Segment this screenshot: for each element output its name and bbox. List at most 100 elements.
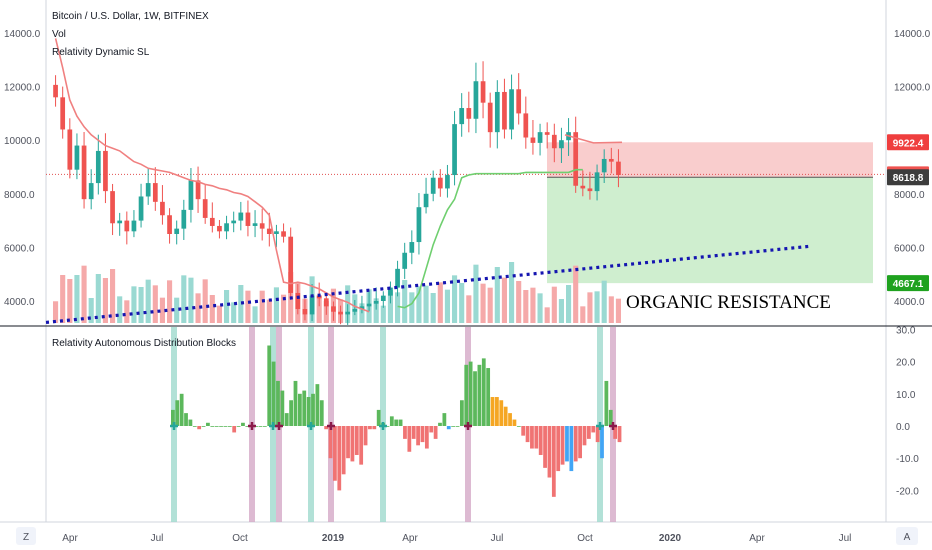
zoom-glyph: Z	[23, 532, 29, 543]
right-tick: 4000.0	[894, 297, 925, 308]
volume-bar	[423, 285, 429, 323]
histogram-bar	[276, 380, 280, 426]
candle-body	[309, 295, 315, 315]
histogram-bar	[582, 426, 587, 446]
volume-bar	[466, 295, 472, 323]
volume-bar	[231, 302, 237, 323]
volume-bar	[459, 283, 465, 323]
histogram-bar	[429, 426, 434, 433]
volume-bar	[395, 292, 401, 323]
candle-body	[288, 236, 294, 293]
histogram-bar	[473, 371, 477, 426]
dynamic-sl-long	[397, 168, 583, 309]
time-tick: 2019	[322, 533, 345, 544]
volume-bar	[345, 285, 351, 323]
candle-body	[445, 175, 450, 189]
candle-body	[523, 113, 529, 138]
candle-body	[480, 81, 486, 103]
candle-body	[302, 309, 308, 315]
price-tag-2	[887, 169, 929, 186]
zoom-button[interactable]	[16, 527, 36, 545]
volume-bar	[266, 299, 272, 323]
auto-scale-button[interactable]	[896, 527, 918, 545]
candle-body	[174, 228, 180, 234]
candle-body	[487, 102, 493, 133]
histogram-bar	[468, 361, 473, 426]
histogram-bar	[219, 426, 223, 427]
histogram-bar	[442, 413, 447, 426]
histogram-bar	[306, 397, 311, 426]
volume-bar	[188, 277, 194, 323]
histogram-bar	[608, 409, 613, 426]
trendline	[45, 244, 813, 325]
candle-body	[331, 306, 336, 312]
time-tick: Jul	[491, 533, 504, 544]
histogram-bar	[451, 426, 456, 427]
histogram-bar	[508, 413, 512, 426]
time-tick: Jul	[151, 533, 164, 544]
volume-bar	[430, 293, 436, 323]
volume-bar	[580, 306, 586, 323]
histogram-bar	[486, 368, 491, 426]
volume-bar	[608, 296, 614, 323]
candle-body	[616, 161, 621, 176]
candle-body	[452, 124, 457, 176]
histogram-bar	[560, 426, 565, 465]
chart-title: Bitcoin / U.S. Dollar, 1W, BITFINEX	[52, 11, 209, 22]
volume-bar	[566, 285, 572, 323]
volume-bar	[145, 279, 151, 323]
candle-body	[423, 193, 429, 208]
time-tick: Apr	[749, 533, 765, 544]
volume-bar	[444, 289, 450, 323]
volume-bar	[195, 293, 201, 323]
time-tick: Apr	[62, 533, 78, 544]
histogram-bar	[481, 358, 486, 426]
candle-body	[195, 180, 201, 200]
histogram-bar	[604, 380, 609, 426]
histogram-bar	[337, 426, 342, 491]
candle-body	[231, 220, 237, 224]
volume-bar	[53, 301, 59, 323]
candle-body	[409, 242, 415, 253]
histogram-bar	[586, 426, 591, 439]
histogram-bar	[333, 426, 337, 481]
candle-body	[81, 145, 87, 200]
histogram-bar	[280, 390, 285, 426]
volume-bar	[409, 292, 415, 323]
histogram-bar	[254, 426, 258, 427]
histogram-bar	[315, 384, 320, 426]
left-tick: 14000.0	[4, 29, 41, 40]
volume-bar	[387, 290, 393, 323]
volume-bar	[537, 293, 543, 323]
candle-body	[338, 311, 343, 315]
volume-bar	[88, 298, 94, 323]
histogram-bar	[293, 380, 298, 426]
histogram-bar	[197, 426, 202, 430]
candle-body	[502, 91, 507, 130]
time-tick: Oct	[577, 533, 593, 544]
volume-bar	[452, 275, 458, 323]
volume-bar	[480, 283, 486, 323]
histogram-bar	[223, 426, 228, 427]
histogram-bar	[398, 419, 403, 426]
histogram-bar	[455, 426, 460, 427]
histogram-bar	[346, 426, 350, 459]
histogram-bar	[179, 393, 184, 426]
candle-body	[494, 91, 500, 133]
histogram-bar	[416, 426, 420, 446]
candle-body	[437, 177, 443, 189]
candle-body	[238, 212, 244, 221]
histogram-bar	[328, 426, 333, 459]
volume-bar	[117, 296, 123, 323]
candle-body	[117, 220, 123, 224]
candle-body	[316, 295, 322, 299]
candle-body	[88, 183, 94, 200]
volume-bar	[224, 290, 230, 323]
histogram-bar	[311, 393, 315, 426]
histogram-bar	[411, 426, 416, 439]
histogram-bar	[459, 400, 464, 426]
organic-resistance-annotation: ORGANIC RESISTANCE	[626, 292, 831, 313]
histogram-bar	[521, 426, 526, 436]
price-tag-3	[887, 275, 929, 292]
candle-body	[601, 158, 607, 173]
